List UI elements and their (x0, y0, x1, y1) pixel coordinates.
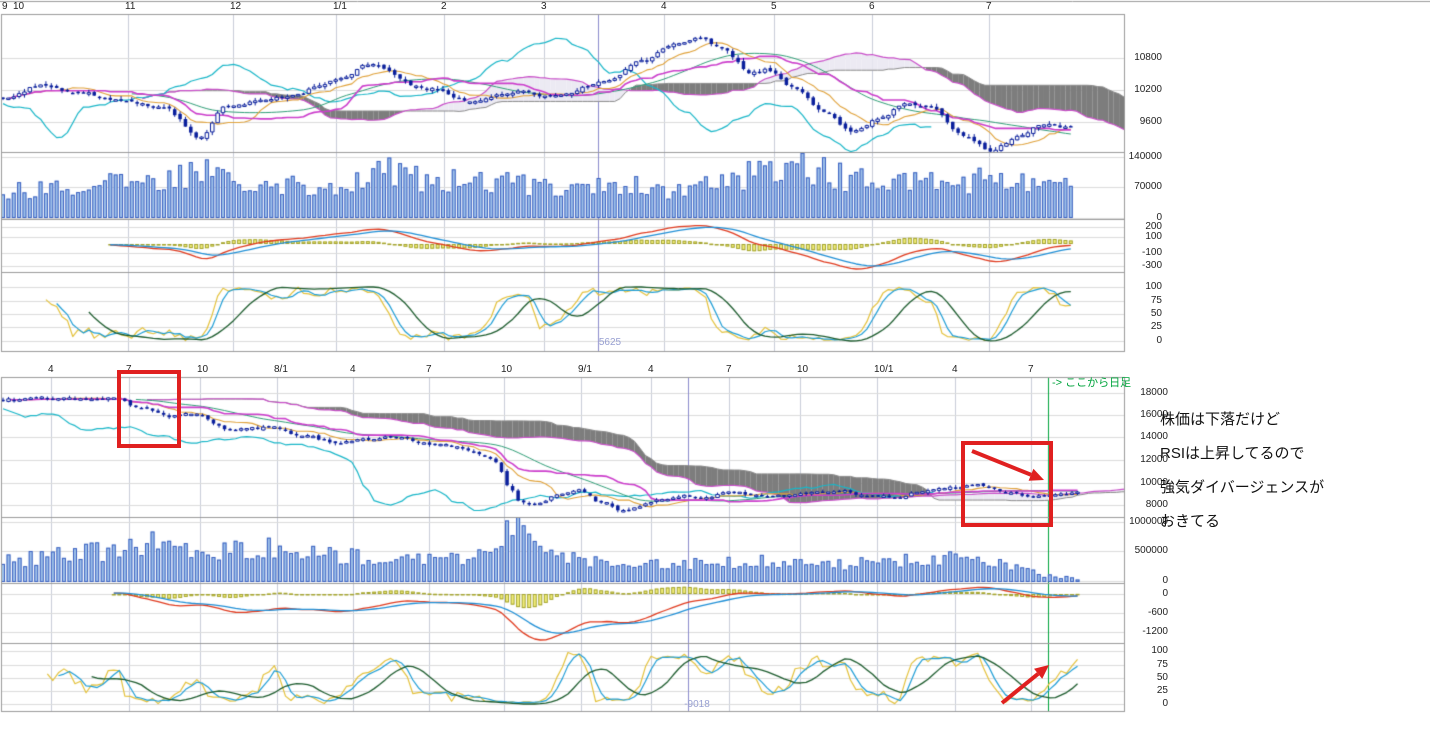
daily-start-note: -> ここから日足 (1052, 377, 1132, 389)
commentary-line-4: おきてる (1160, 513, 1221, 530)
commentary-line-3: 強気ダイバージェンスが (1160, 479, 1325, 496)
commentary-line-1: 株価は下落だけど (1160, 411, 1281, 428)
commentary-line-2: RSIは上昇してるので (1160, 445, 1305, 462)
